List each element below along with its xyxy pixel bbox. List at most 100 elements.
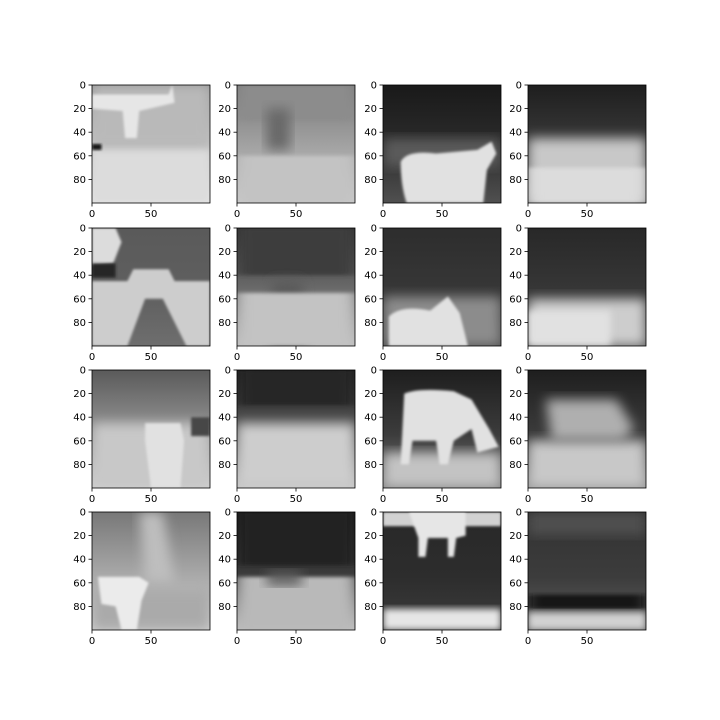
y-tick-label: 40	[218, 555, 231, 566]
y-tick-label: 40	[73, 555, 86, 566]
image-panel: 0 50 0 20 40 60 80	[218, 81, 356, 220]
x-tick-label: 50	[290, 494, 303, 505]
y-tick-label: 20	[218, 531, 231, 542]
x-tick-label: 50	[145, 494, 158, 505]
x-tick-label: 0	[234, 209, 240, 220]
x-tick-label: 50	[581, 494, 594, 505]
y-tick-label: 0	[225, 224, 231, 235]
x-tick-label: 0	[380, 636, 386, 647]
y-tick-label: 40	[509, 271, 522, 282]
x-tick-label: 50	[145, 352, 158, 363]
y-tick-label: 40	[509, 413, 522, 424]
x-tick-label: 50	[581, 209, 594, 220]
image-panel: 0 50 0 20 40 60 80	[509, 224, 647, 363]
y-tick-label: 20	[509, 531, 522, 542]
y-tick-label: 0	[80, 224, 86, 235]
y-tick-label: 40	[73, 128, 86, 139]
image-panel: 0 50 0 20 40 60 80	[73, 224, 211, 363]
y-tick-label: 0	[371, 81, 377, 92]
y-tick-label: 0	[225, 508, 231, 519]
image-panel: 0 50 0 20 40 60 80	[218, 366, 356, 505]
y-tick-label: 60	[509, 294, 522, 305]
y-tick-label: 60	[218, 151, 231, 162]
y-tick-label: 20	[364, 389, 377, 400]
y-tick-label: 0	[371, 508, 377, 519]
depth-image	[383, 228, 501, 346]
depth-image	[528, 370, 646, 488]
y-tick-label: 0	[371, 224, 377, 235]
x-tick-label: 0	[89, 352, 95, 363]
y-tick-label: 80	[364, 602, 377, 613]
y-tick-label: 80	[509, 175, 522, 186]
x-tick-label: 50	[290, 636, 303, 647]
y-tick-label: 60	[509, 436, 522, 447]
y-tick-label: 20	[509, 389, 522, 400]
x-tick-label: 50	[581, 636, 594, 647]
y-tick-label: 80	[509, 460, 522, 471]
y-tick-label: 40	[73, 271, 86, 282]
y-tick-label: 40	[364, 128, 377, 139]
y-tick-label: 40	[218, 271, 231, 282]
y-tick-label: 60	[218, 436, 231, 447]
depth-image	[92, 512, 210, 630]
x-tick-label: 0	[89, 494, 95, 505]
y-tick-label: 60	[509, 151, 522, 162]
y-tick-label: 20	[218, 104, 231, 115]
image-panel: 0 50 0 20 40 60 80	[509, 508, 647, 647]
depth-image	[528, 228, 646, 346]
x-tick-label: 50	[436, 494, 449, 505]
y-tick-label: 40	[509, 555, 522, 566]
y-tick-label: 20	[218, 389, 231, 400]
y-tick-label: 20	[73, 247, 86, 258]
y-tick-label: 60	[364, 294, 377, 305]
y-tick-label: 80	[218, 318, 231, 329]
y-tick-label: 20	[73, 389, 86, 400]
y-tick-label: 40	[364, 413, 377, 424]
y-tick-label: 20	[73, 531, 86, 542]
y-tick-label: 80	[509, 318, 522, 329]
depth-image	[383, 512, 501, 630]
y-tick-label: 80	[364, 318, 377, 329]
image-panel: 0 50 0 20 40 60 80	[509, 81, 647, 220]
y-tick-label: 0	[371, 366, 377, 377]
depth-image	[528, 512, 646, 630]
y-tick-label: 0	[516, 81, 522, 92]
x-tick-label: 50	[581, 352, 594, 363]
y-tick-label: 20	[73, 104, 86, 115]
image-panel: 0 50 0 20 40 60 80	[73, 81, 211, 220]
image-panel: 0 50 0 20 40 60 80	[509, 366, 647, 505]
y-tick-label: 80	[73, 318, 86, 329]
x-tick-label: 0	[89, 636, 95, 647]
y-tick-label: 80	[218, 602, 231, 613]
depth-image	[383, 85, 501, 203]
x-tick-label: 0	[380, 494, 386, 505]
x-tick-label: 0	[525, 494, 531, 505]
y-tick-label: 60	[364, 436, 377, 447]
image-panel: 0 50 0 20 40 60 80	[364, 508, 502, 647]
image-panel: 0 50 0 20 40 60 80	[364, 224, 502, 363]
y-tick-label: 60	[73, 294, 86, 305]
depth-image	[237, 228, 355, 346]
y-tick-label: 80	[364, 175, 377, 186]
y-tick-label: 40	[364, 271, 377, 282]
y-tick-label: 80	[73, 602, 86, 613]
x-tick-label: 0	[234, 636, 240, 647]
image-panel: 0 50 0 20 40 60 80	[73, 508, 211, 647]
x-tick-label: 50	[290, 352, 303, 363]
depth-image	[92, 370, 210, 488]
y-tick-label: 0	[80, 508, 86, 519]
image-panel: 0 50 0 20 40 60 80	[218, 224, 356, 363]
y-tick-label: 40	[364, 555, 377, 566]
x-tick-label: 0	[525, 352, 531, 363]
image-panel: 0 50 0 20 40 60 80	[73, 366, 211, 505]
x-tick-label: 0	[380, 209, 386, 220]
x-tick-label: 50	[436, 209, 449, 220]
y-tick-label: 40	[509, 128, 522, 139]
y-tick-label: 0	[225, 81, 231, 92]
y-tick-label: 20	[364, 531, 377, 542]
x-tick-label: 0	[234, 494, 240, 505]
y-tick-label: 60	[218, 294, 231, 305]
y-tick-label: 40	[218, 413, 231, 424]
depth-image	[237, 370, 355, 488]
